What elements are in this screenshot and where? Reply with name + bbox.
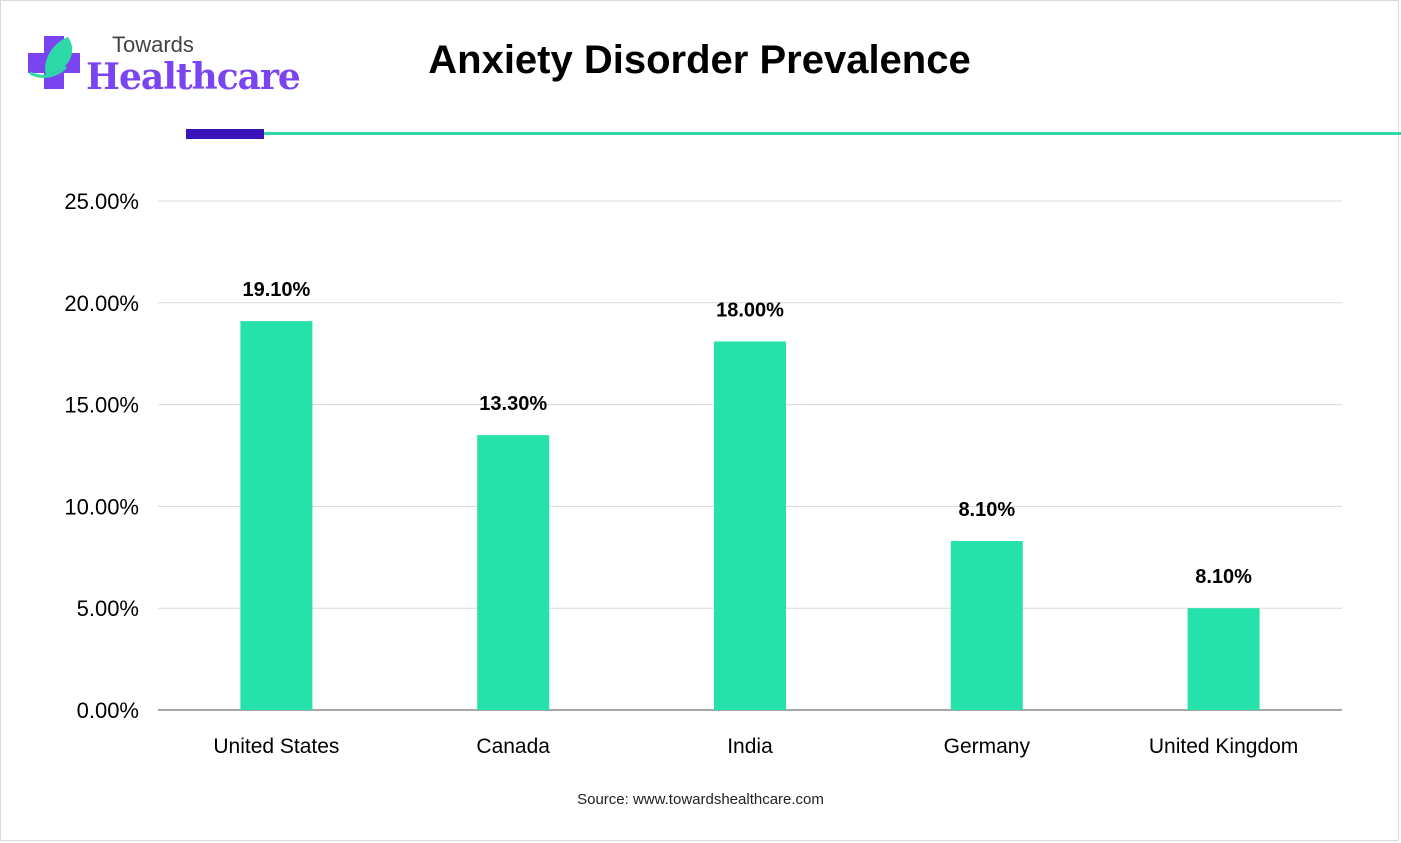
y-tick-label: 20.00% [64,291,139,316]
x-tick-label: India [727,735,773,758]
x-tick-label: Germany [944,735,1031,758]
x-axis-categories: United States Canada India Germany United Ki… [213,735,1298,758]
bars [240,321,1260,710]
title-underline [264,132,1401,135]
x-tick-label: Canada [476,735,550,758]
y-tick-label: 15.00% [64,393,139,418]
logo: Towards Healthcare [26,30,301,100]
logo-text-healthcare: Healthcare [86,56,301,98]
data-label: 8.10% [1195,566,1252,588]
chart-title-text: Anxiety Disorder Prevalence [428,38,971,82]
bar [950,541,1023,710]
bar [714,341,786,710]
data-label: 13.30% [479,393,547,415]
y-tick-label: 10.00% [64,494,139,519]
x-tick-label: United States [213,735,339,758]
data-label: 18.00% [716,299,784,321]
x-tick-label: United Kingdom [1149,735,1298,758]
chart-title: Anxiety Disorder Prevalence [0,38,1401,83]
bar [477,435,550,710]
source-note: Source: www.towardshealthcare.com [577,791,824,808]
bar [240,321,313,710]
bar [1187,608,1260,710]
y-axis-ticks: 0.00% 5.00% 10.00% 15.00% 20.00% 25.00% [64,189,139,723]
logo-cross-leaf-icon [28,36,80,89]
data-label: 19.10% [242,279,310,301]
data-label: 8.10% [958,499,1015,521]
logo-text-towards: Towards [112,32,194,57]
y-tick-label: 5.00% [77,596,139,621]
data-labels: 19.10% 13.30% 18.00% 8.10% 8.10% [242,279,1252,588]
title-underline-accent [186,129,264,139]
y-tick-label: 25.00% [64,189,139,214]
y-tick-label: 0.00% [77,698,139,723]
